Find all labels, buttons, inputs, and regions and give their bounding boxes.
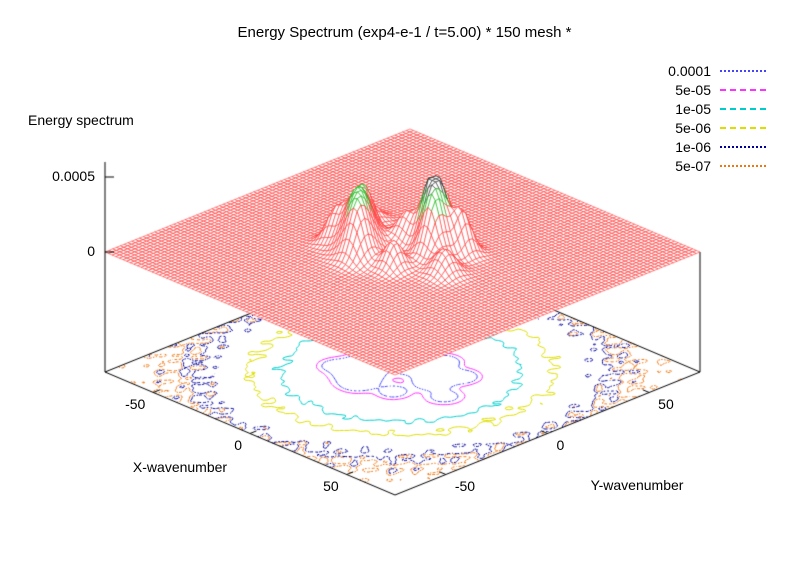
legend-line-sample (720, 126, 766, 129)
legend-line-sample (720, 164, 766, 167)
legend-entry: 5e-07 (668, 156, 766, 175)
y-axis-label: Y-wavenumber (590, 477, 684, 493)
legend-entry: 5e-05 (668, 80, 766, 99)
legend-entry: 1e-06 (668, 137, 766, 156)
legend-entry-label: 5e-07 (675, 157, 711, 174)
legend-entry: 1e-05 (668, 99, 766, 118)
x-tick-label: 50 (323, 477, 339, 494)
contour-legend: 0.0001 5e-05 1e-05 5e-06 1e-06 5e-07 (668, 61, 766, 175)
x-tick-label: 0 (234, 436, 242, 453)
x-tick-label: -50 (125, 395, 146, 412)
legend-entry-label: 1e-06 (675, 138, 711, 155)
legend-line-sample (720, 145, 766, 148)
legend-line-sample (720, 107, 766, 110)
z-tick-label: 0 (87, 243, 95, 259)
legend-entry: 0.0001 (668, 61, 766, 80)
legend-entry-label: 0.0001 (668, 62, 711, 79)
legend-line-sample (720, 69, 766, 72)
y-tick-label: 50 (658, 395, 674, 412)
y-tick-label: -50 (454, 477, 476, 494)
legend-entry-label: 5e-06 (675, 119, 711, 136)
chart-title: Energy Spectrum (exp4-e-1 / t=5.00) * 15… (237, 24, 572, 41)
legend-entry-label: 1e-05 (675, 100, 711, 117)
legend-entry: 5e-06 (668, 118, 766, 137)
legend-line-sample (720, 88, 766, 91)
z-tick-label: 0.0005 (52, 168, 95, 184)
y-tick-label: 0 (556, 436, 565, 453)
legend-entry-label: 5e-05 (675, 81, 711, 98)
z-axis-label: Energy spectrum (28, 112, 134, 128)
x-axis-label: X-wavenumber (132, 459, 228, 475)
